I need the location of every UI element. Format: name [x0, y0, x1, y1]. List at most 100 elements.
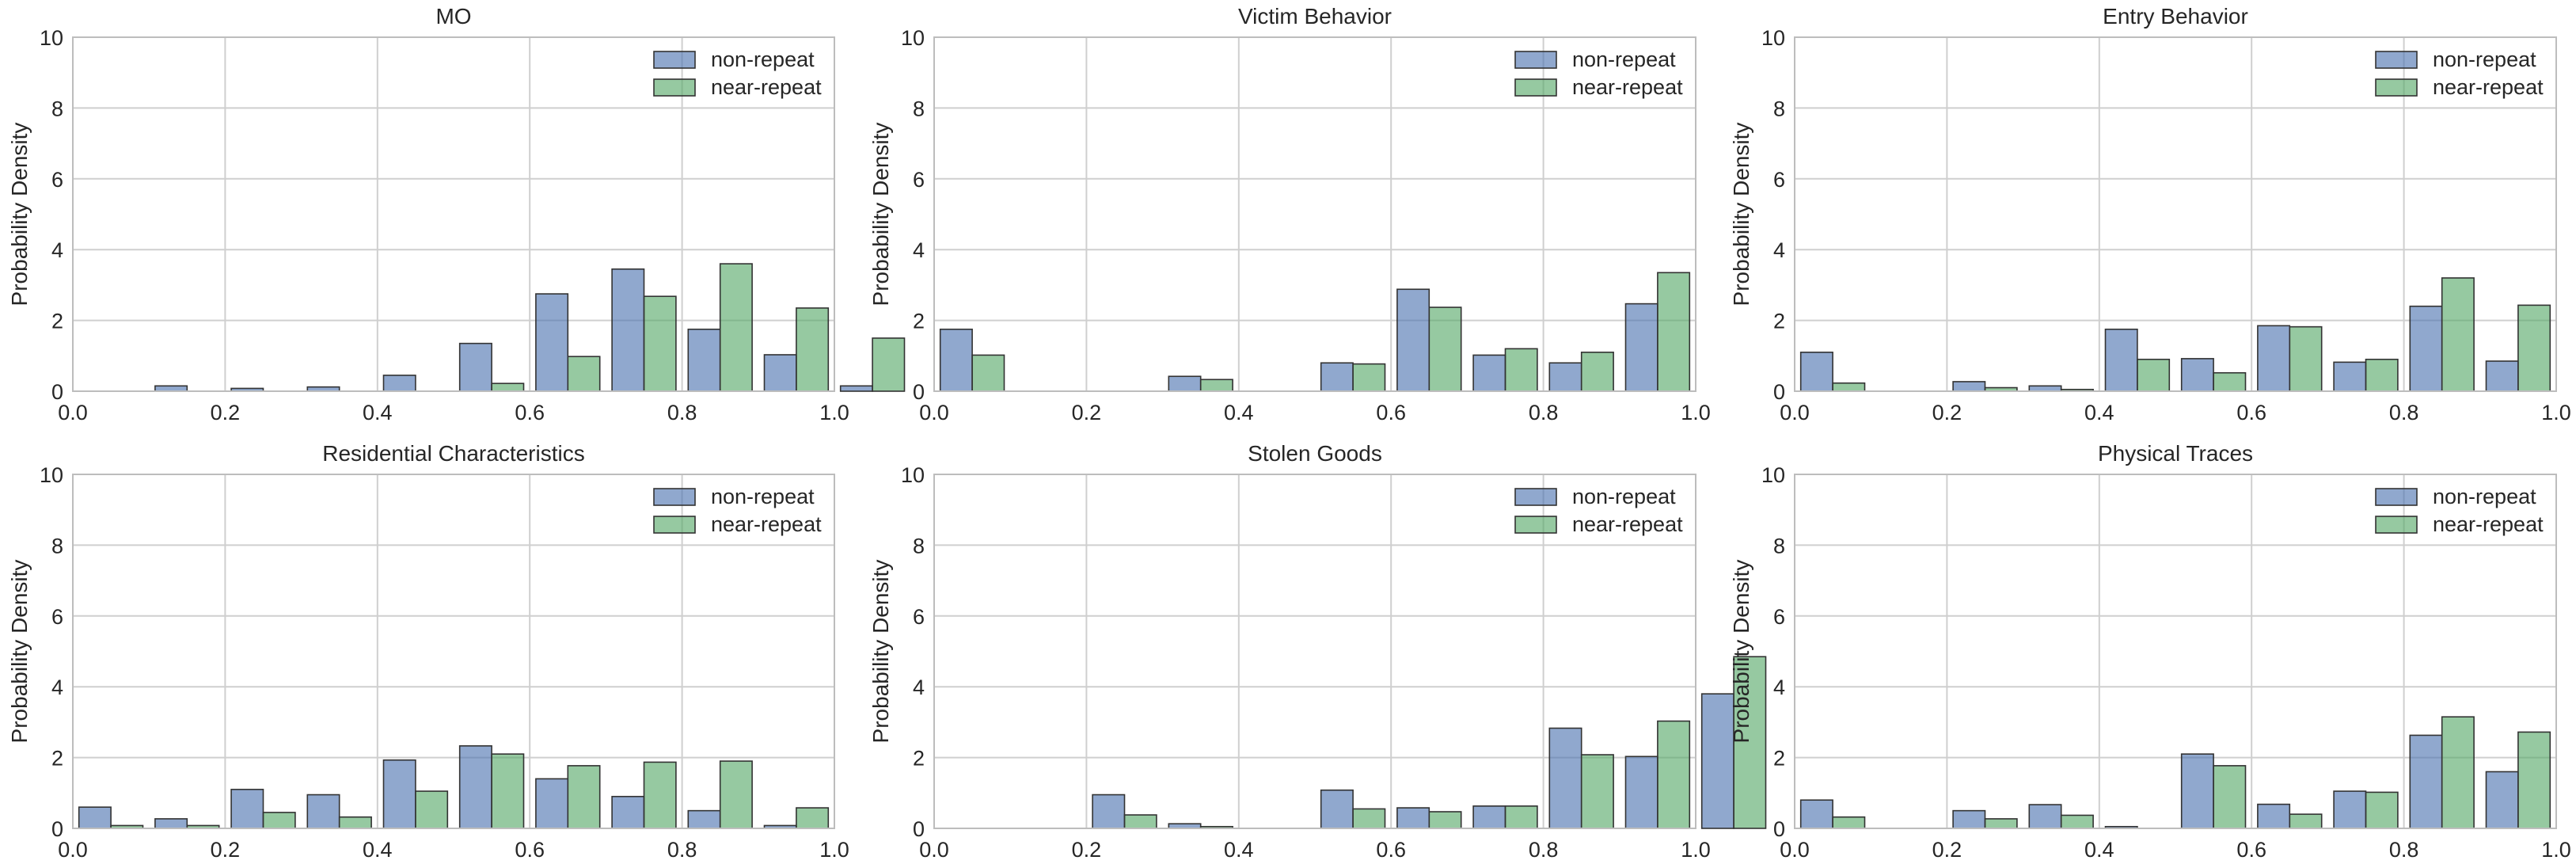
y-tick-label: 0 — [1773, 817, 1785, 841]
bar-non-repeat-5 — [2180, 753, 2214, 829]
bar-non-repeat-9 — [1624, 756, 1658, 829]
y-tick-label: 4 — [51, 238, 63, 262]
x-tick-label: 0.6 — [1376, 401, 1406, 424]
bar-near-repeat-3 — [1199, 379, 1233, 392]
x-tick-label: 0.2 — [1072, 838, 1102, 862]
bar-near-repeat-5 — [2213, 371, 2247, 392]
bar-non-repeat-6 — [1396, 288, 1430, 392]
bar-near-repeat-8 — [1580, 352, 1614, 392]
y-tick-label: 2 — [1773, 747, 1785, 771]
bar-non-repeat-8 — [1548, 362, 1582, 392]
bar-near-repeat-6 — [2289, 813, 2323, 829]
subplot-title: Physical Traces — [2098, 441, 2253, 466]
x-tick-label: 0.8 — [667, 401, 697, 424]
y-tick-label: 2 — [913, 310, 925, 333]
x-tick-label: 0.8 — [2389, 838, 2419, 862]
x-tick-label: 0.6 — [2236, 401, 2266, 424]
x-tick-label: 0.4 — [2084, 838, 2114, 862]
x-tick-label: 0.0 — [919, 838, 949, 862]
y-tick-label: 2 — [1773, 310, 1785, 333]
y-tick-label: 4 — [1773, 238, 1785, 262]
x-tick-label: 0.0 — [58, 838, 88, 862]
bar-non-repeat-10 — [839, 385, 873, 392]
y-tick-label: 10 — [901, 26, 925, 50]
bar-non-repeat-0 — [1799, 799, 1833, 829]
legend-label-non-repeat: non-repeat — [711, 485, 815, 508]
legend-label-near-repeat: near-repeat — [2433, 512, 2544, 536]
bar-non-repeat-8 — [687, 328, 721, 392]
bar-near-repeat-7 — [643, 295, 677, 392]
bar-near-repeat-5 — [491, 383, 525, 392]
bar-non-repeat-2 — [1092, 794, 1126, 829]
bar-non-repeat-3 — [1168, 375, 1202, 392]
bar-non-repeat-6 — [535, 778, 569, 829]
x-tick-label: 0.4 — [1224, 401, 1254, 424]
x-tick-label: 0.8 — [1529, 838, 1559, 862]
bar-non-repeat-6 — [535, 293, 569, 392]
subplot-1: 0.0 0.2 0.4 0.6 0.8 1.0 0 2 4 6 8 10 Probability Den… — [7, 4, 906, 424]
subplot-4: 0.0 0.2 0.4 0.6 0.8 1.0 0 2 4 6 8 10 Probability Den… — [7, 441, 849, 862]
axes-frame — [72, 36, 835, 392]
axes-frame — [72, 474, 835, 829]
bar-non-repeat-9 — [1624, 303, 1658, 392]
bar-near-repeat-6 — [567, 356, 601, 392]
bar-non-repeat-5 — [1320, 362, 1354, 392]
x-tick-label: 0.6 — [515, 838, 545, 862]
x-tick-label: 0.0 — [1780, 401, 1810, 424]
x-tick-label: 0.6 — [515, 401, 545, 424]
bar-non-repeat-4 — [382, 759, 416, 829]
legend-swatch-non-repeat — [653, 488, 696, 506]
bar-near-repeat-7 — [2365, 791, 2399, 829]
x-tick-label: 0.2 — [211, 838, 241, 862]
y-tick-label: 6 — [1773, 605, 1785, 629]
x-tick-label: 1.0 — [2541, 838, 2571, 862]
y-tick-label: 10 — [1761, 26, 1785, 50]
bar-non-repeat-6 — [2257, 803, 2291, 829]
y-tick-label: 10 — [901, 463, 925, 487]
bar-non-repeat-8 — [1548, 727, 1582, 829]
bar-near-repeat-6 — [2289, 325, 2323, 392]
bar-near-repeat-9 — [2517, 731, 2551, 829]
bar-non-repeat-5 — [458, 342, 492, 392]
x-tick-label: 1.0 — [2541, 401, 2571, 424]
x-tick-label: 0.8 — [667, 838, 697, 862]
x-tick-label: 0.6 — [2236, 838, 2266, 862]
bar-non-repeat-3 — [2028, 804, 2062, 829]
legend-label-near-repeat: near-repeat — [711, 75, 822, 99]
y-tick-label: 4 — [1773, 676, 1785, 699]
legend-swatch-near-repeat — [2375, 516, 2418, 534]
subplot-title: MO — [435, 4, 471, 29]
bar-non-repeat-1 — [154, 385, 188, 392]
bar-non-repeat-2 — [1952, 381, 1986, 392]
bar-near-repeat-8 — [2441, 277, 2475, 392]
x-tick-label: 0.4 — [2084, 401, 2114, 424]
y-axis-label: Probability Density — [7, 123, 32, 306]
bar-non-repeat-7 — [1472, 354, 1506, 392]
bar-near-repeat-9 — [2517, 304, 2551, 392]
bar-near-repeat-0 — [1832, 382, 1866, 392]
bar-non-repeat-7 — [611, 795, 645, 829]
bar-near-repeat-10 — [872, 337, 906, 392]
y-axis-label: Probability Density — [1729, 560, 1753, 744]
bar-non-repeat-6 — [2257, 325, 2291, 392]
bar-near-repeat-3 — [2060, 814, 2094, 829]
bar-non-repeat-9 — [2485, 360, 2519, 392]
legend-swatch-near-repeat — [2375, 78, 2418, 97]
y-tick-label: 8 — [1773, 534, 1785, 558]
y-tick-label: 6 — [913, 605, 925, 629]
bar-near-repeat-10 — [1733, 656, 1767, 829]
x-tick-label: 0.2 — [211, 401, 241, 424]
bar-near-repeat-0 — [1832, 816, 1866, 829]
y-tick-label: 4 — [51, 676, 63, 699]
x-tick-label: 0.4 — [1224, 838, 1254, 862]
subplot-5: 0.0 0.2 0.4 0.6 0.8 1.0 0 2 4 6 8 10 Probability Den… — [868, 441, 1767, 862]
y-tick-label: 10 — [1761, 463, 1785, 487]
bar-non-repeat-1 — [154, 818, 188, 829]
bar-non-repeat-2 — [1952, 809, 1986, 829]
bar-near-repeat-8 — [1580, 754, 1614, 829]
bar-non-repeat-5 — [2180, 358, 2214, 392]
bar-near-repeat-8 — [719, 263, 753, 392]
bar-near-repeat-7 — [1504, 805, 1538, 829]
y-tick-label: 2 — [913, 747, 925, 771]
